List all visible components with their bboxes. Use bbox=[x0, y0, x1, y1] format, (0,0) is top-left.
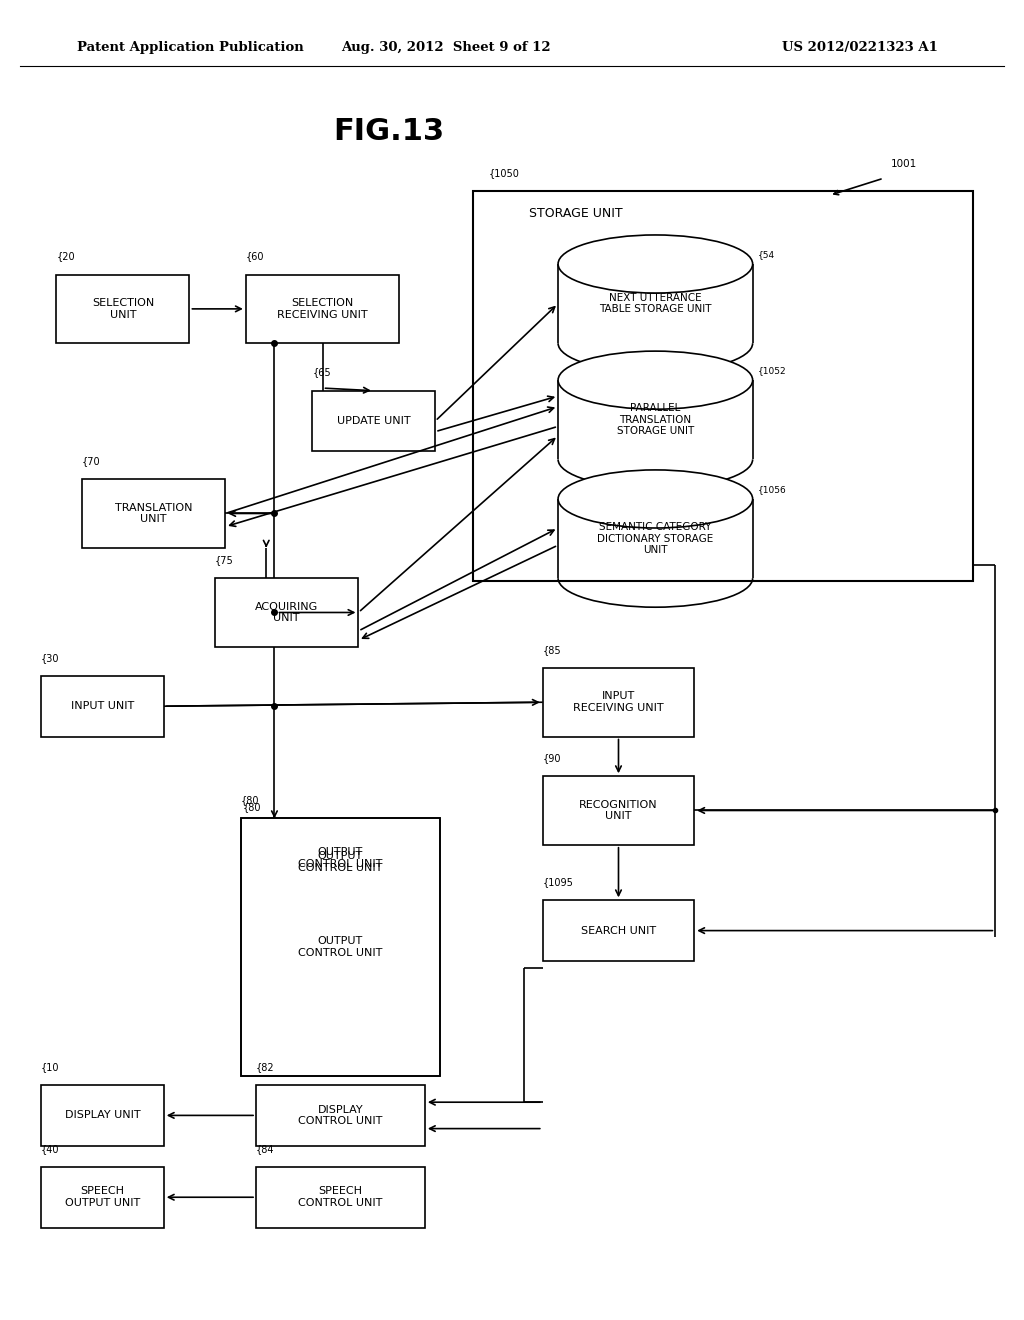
FancyBboxPatch shape bbox=[56, 275, 189, 343]
Text: {70: {70 bbox=[82, 455, 100, 466]
Text: SELECTION
RECEIVING UNIT: SELECTION RECEIVING UNIT bbox=[278, 298, 368, 319]
Text: 1001: 1001 bbox=[891, 158, 918, 169]
Text: OUTPUT
CONTROL UNIT: OUTPUT CONTROL UNIT bbox=[298, 936, 383, 958]
Text: STORAGE UNIT: STORAGE UNIT bbox=[528, 207, 623, 220]
Text: OUTPUT
CONTROL UNIT: OUTPUT CONTROL UNIT bbox=[298, 847, 383, 869]
Text: {85: {85 bbox=[543, 644, 561, 655]
Text: Aug. 30, 2012  Sheet 9 of 12: Aug. 30, 2012 Sheet 9 of 12 bbox=[341, 41, 550, 54]
Text: {30: {30 bbox=[41, 652, 59, 663]
Ellipse shape bbox=[558, 470, 753, 528]
Text: INPUT
RECEIVING UNIT: INPUT RECEIVING UNIT bbox=[573, 692, 664, 713]
FancyBboxPatch shape bbox=[41, 1085, 164, 1146]
FancyBboxPatch shape bbox=[82, 479, 225, 548]
Text: SEMANTIC CATEGORY
DICTIONARY STORAGE
UNIT: SEMANTIC CATEGORY DICTIONARY STORAGE UNI… bbox=[597, 521, 714, 556]
FancyBboxPatch shape bbox=[473, 191, 973, 581]
Text: Patent Application Publication: Patent Application Publication bbox=[77, 41, 303, 54]
Text: SPEECH
OUTPUT UNIT: SPEECH OUTPUT UNIT bbox=[65, 1187, 140, 1208]
Text: {80: {80 bbox=[241, 795, 259, 805]
FancyBboxPatch shape bbox=[256, 1085, 425, 1146]
Text: ACQUIRING
UNIT: ACQUIRING UNIT bbox=[255, 602, 318, 623]
FancyBboxPatch shape bbox=[41, 1167, 164, 1228]
Text: DISPLAY UNIT: DISPLAY UNIT bbox=[65, 1110, 140, 1121]
Text: {75: {75 bbox=[215, 554, 233, 565]
Text: {10: {10 bbox=[41, 1061, 59, 1072]
Text: SPEECH
CONTROL UNIT: SPEECH CONTROL UNIT bbox=[298, 1187, 383, 1208]
Text: {84: {84 bbox=[256, 1143, 274, 1154]
Text: TRANSLATION
UNIT: TRANSLATION UNIT bbox=[115, 503, 193, 524]
Text: SEARCH UNIT: SEARCH UNIT bbox=[581, 925, 656, 936]
Text: {54: {54 bbox=[758, 249, 775, 259]
FancyBboxPatch shape bbox=[256, 1167, 425, 1228]
Text: {1052: {1052 bbox=[758, 366, 786, 375]
Text: {82: {82 bbox=[256, 1061, 274, 1072]
Polygon shape bbox=[558, 264, 753, 343]
Text: {60: {60 bbox=[246, 251, 264, 261]
FancyBboxPatch shape bbox=[543, 776, 694, 845]
FancyBboxPatch shape bbox=[312, 391, 435, 451]
Text: {40: {40 bbox=[41, 1143, 59, 1154]
Text: FIG.13: FIG.13 bbox=[334, 117, 444, 147]
Text: {65: {65 bbox=[312, 367, 331, 378]
Text: INPUT UNIT: INPUT UNIT bbox=[71, 701, 134, 711]
Ellipse shape bbox=[558, 235, 753, 293]
Text: OUTPUT
CONTROL UNIT: OUTPUT CONTROL UNIT bbox=[298, 851, 383, 873]
Text: {80: {80 bbox=[243, 801, 261, 812]
Text: UPDATE UNIT: UPDATE UNIT bbox=[337, 416, 411, 426]
FancyBboxPatch shape bbox=[215, 578, 358, 647]
Text: {20: {20 bbox=[56, 251, 75, 261]
Text: SELECTION
UNIT: SELECTION UNIT bbox=[92, 298, 154, 319]
Polygon shape bbox=[558, 380, 753, 459]
Text: {1056: {1056 bbox=[758, 484, 786, 494]
FancyBboxPatch shape bbox=[246, 275, 399, 343]
FancyBboxPatch shape bbox=[41, 676, 164, 737]
Text: {1095: {1095 bbox=[543, 876, 573, 887]
Text: DISPLAY
CONTROL UNIT: DISPLAY CONTROL UNIT bbox=[298, 1105, 383, 1126]
Text: RECOGNITION
UNIT: RECOGNITION UNIT bbox=[580, 800, 657, 821]
Ellipse shape bbox=[558, 351, 753, 409]
Text: {90: {90 bbox=[543, 752, 561, 763]
Text: PARALLEL
TRANSLATION
STORAGE UNIT: PARALLEL TRANSLATION STORAGE UNIT bbox=[616, 403, 694, 437]
Text: NEXT UTTERANCE
TABLE STORAGE UNIT: NEXT UTTERANCE TABLE STORAGE UNIT bbox=[599, 293, 712, 314]
FancyBboxPatch shape bbox=[241, 818, 440, 1076]
Polygon shape bbox=[558, 499, 753, 578]
Text: {1050: {1050 bbox=[488, 168, 519, 178]
FancyBboxPatch shape bbox=[543, 668, 694, 737]
FancyBboxPatch shape bbox=[543, 900, 694, 961]
Text: US 2012/0221323 A1: US 2012/0221323 A1 bbox=[782, 41, 938, 54]
